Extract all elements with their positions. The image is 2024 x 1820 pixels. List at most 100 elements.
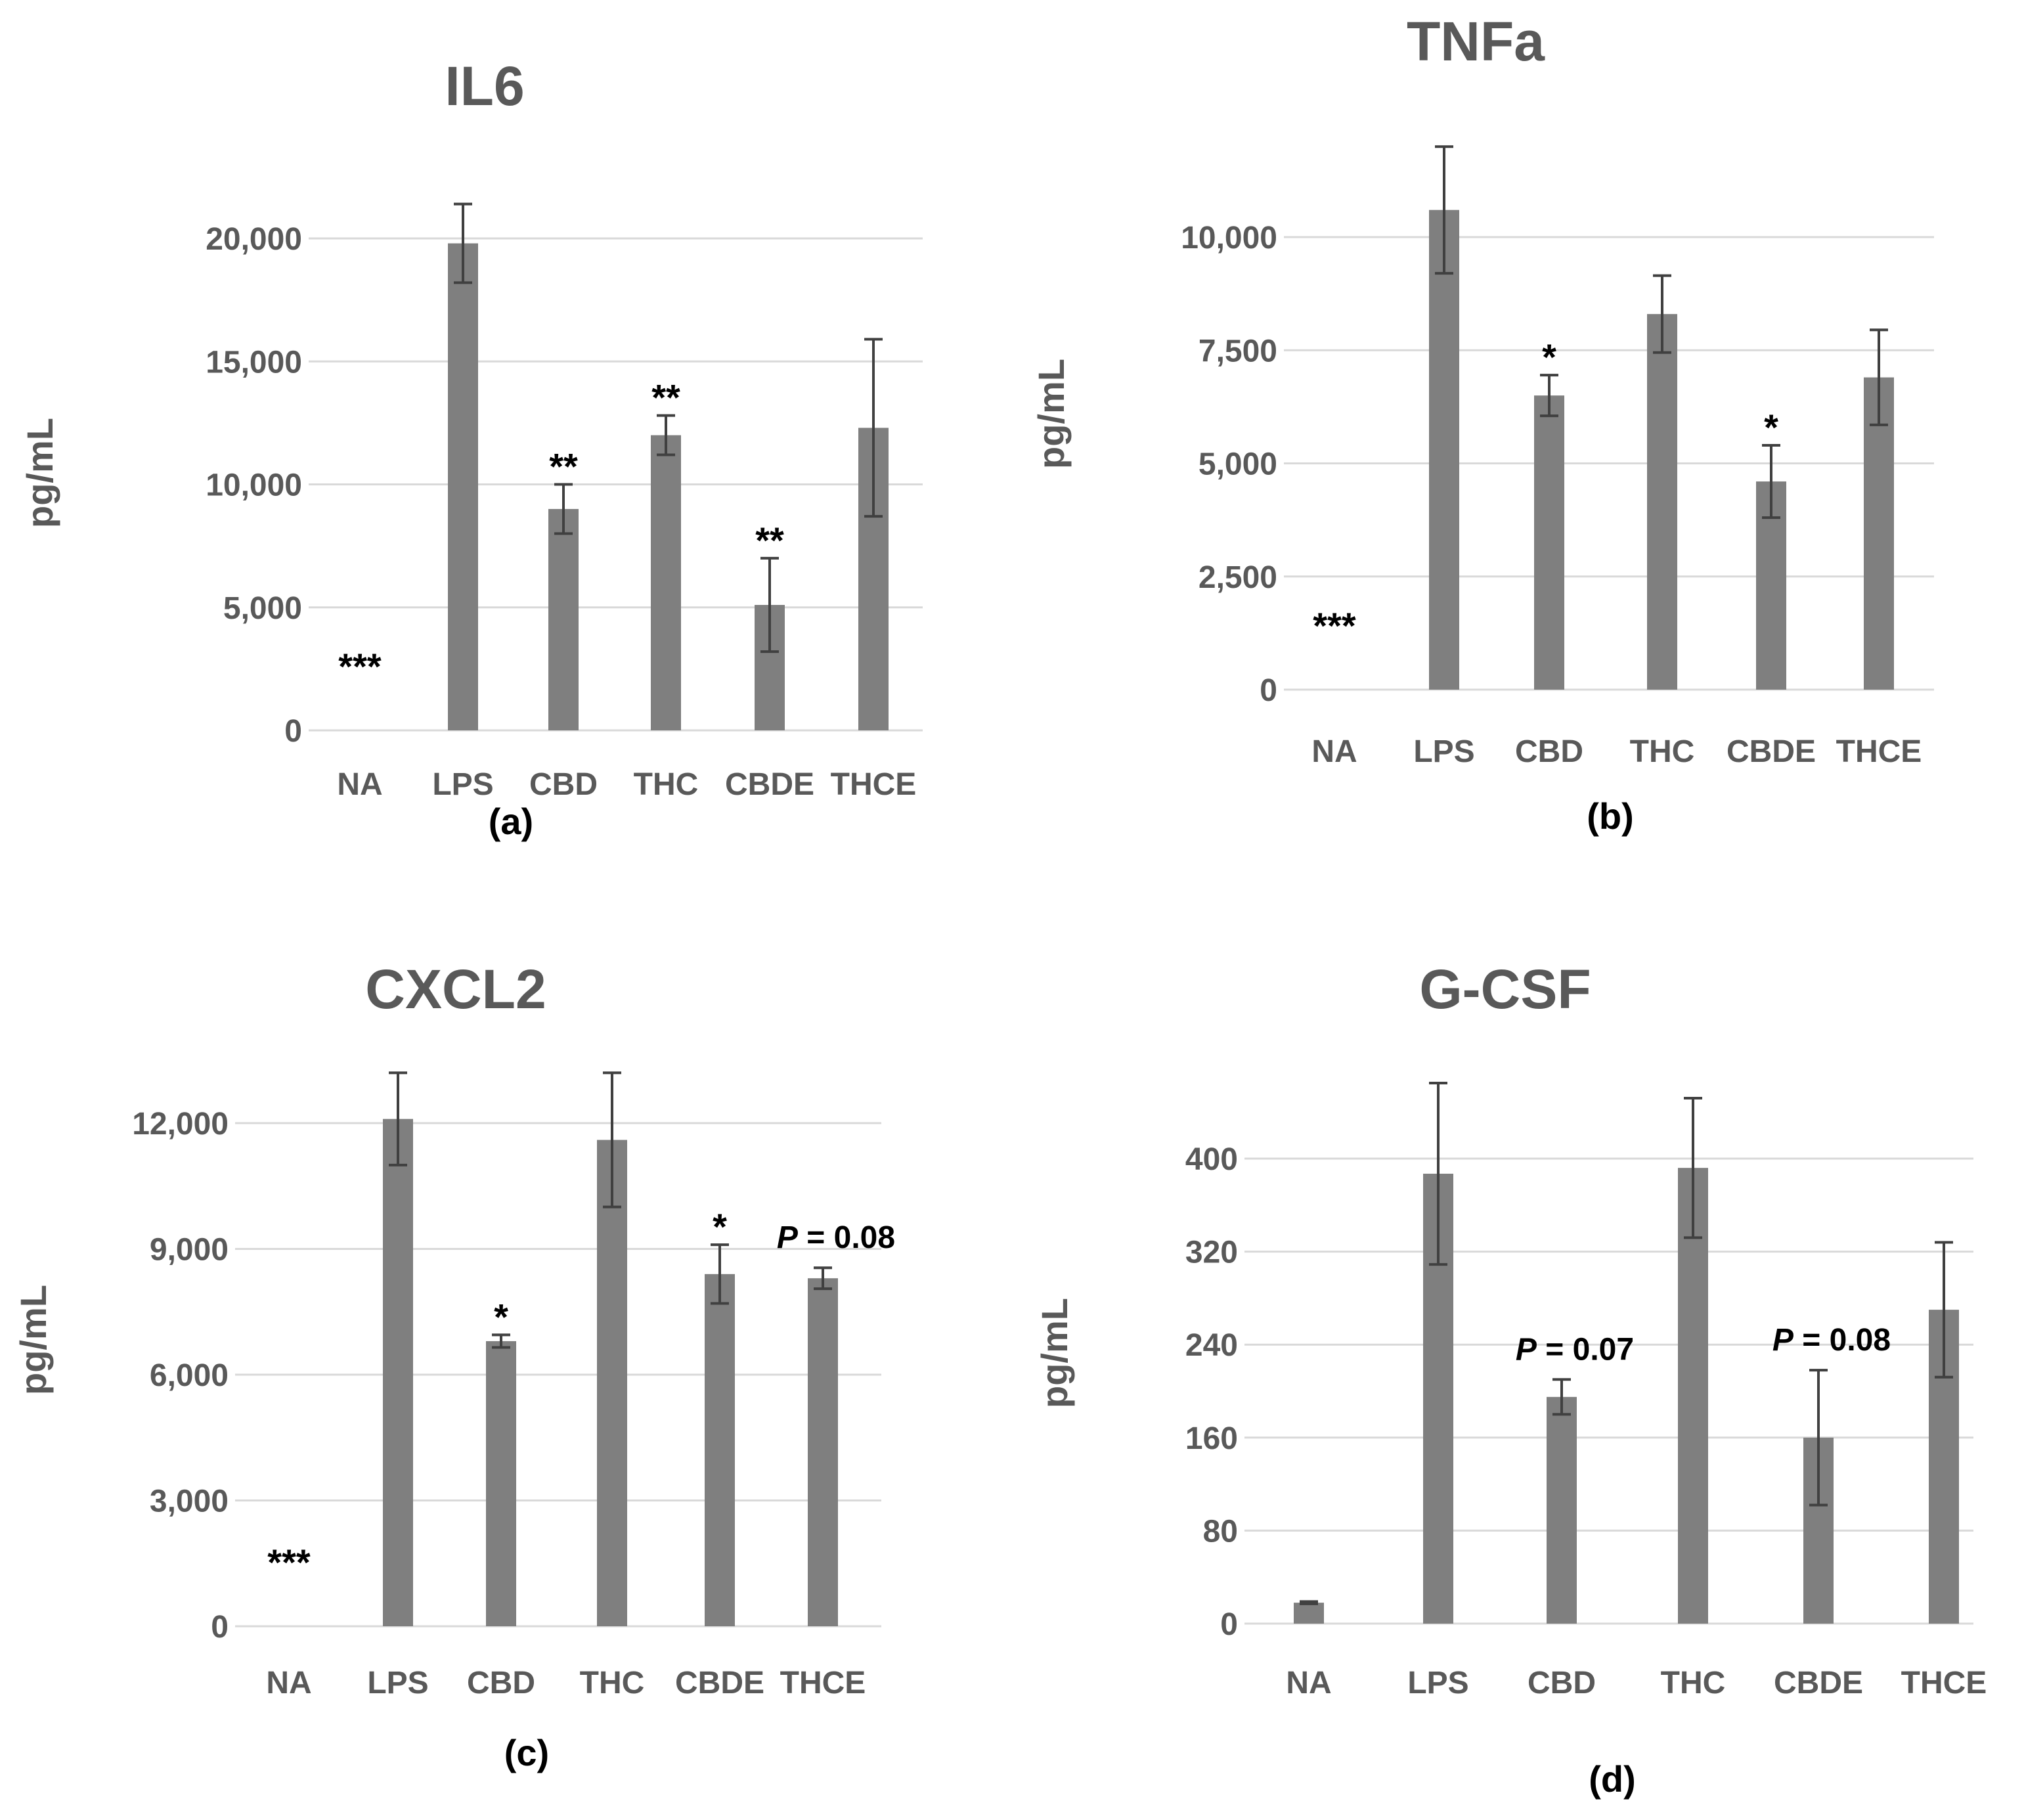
y-tick-label: 20,000 (206, 222, 302, 257)
bar-thc (1678, 1168, 1708, 1624)
panel-label: (c) (504, 1732, 549, 1773)
error-bar-thce (864, 338, 883, 518)
bar-lps (383, 1119, 413, 1626)
y-axis-label: pg/mL (19, 418, 60, 528)
chart-panel-1: IL6 pg/mL 0 5,000 10,000 15,000 20,000 NA *** LPS… (19, 55, 923, 842)
x-tick-label: LPS (367, 1666, 428, 1700)
error-bar-cbd (1552, 1378, 1571, 1416)
error-bar-cbd (1540, 374, 1558, 418)
bar-thce (1864, 377, 1894, 690)
significance-label: * (494, 1296, 508, 1337)
bar-cbd (1534, 395, 1564, 690)
x-tick-label: THCE (780, 1666, 866, 1700)
x-tick-label: CBD (1515, 734, 1583, 769)
significance-label: *** (267, 1542, 311, 1583)
panel-label: (d) (1589, 1758, 1636, 1800)
chart-panel-3: CXCL2 pg/mL 0 3,000 6,000 9,000 12,000 NA *** LPS… (12, 958, 895, 1773)
bar-cbd (1547, 1396, 1577, 1624)
y-tick-label: 15,000 (206, 345, 302, 380)
error-bar-cbde (1809, 1369, 1828, 1507)
x-tick-label: THC (580, 1666, 645, 1700)
x-tick-label: NA (1286, 1666, 1331, 1700)
x-tick-label: CBD (467, 1666, 535, 1700)
x-tick-label: NA (266, 1666, 311, 1700)
chart-panel-4: G-CSF pg/mL 0 80 160 240 320 400 NA LPS CBD P = 0.0… (1034, 958, 1987, 1800)
error-bar-na (1300, 1600, 1318, 1605)
error-bar-thce (1935, 1241, 1953, 1379)
panel-label: (a) (489, 801, 533, 842)
y-tick-label: 240 (1185, 1328, 1238, 1363)
y-tick-label: 5,000 (1199, 447, 1277, 482)
y-tick-label: 80 (1203, 1514, 1238, 1549)
significance-label: *** (338, 646, 382, 687)
y-tick-label: 3,000 (150, 1484, 229, 1519)
x-tick-label: CBD (529, 767, 598, 802)
error-bar-cbde (1762, 443, 1780, 520)
error-bar-thc (1653, 274, 1671, 354)
y-tick-label: 7,500 (1199, 334, 1277, 368)
y-tick-label: 9,000 (150, 1233, 229, 1268)
x-tick-label: CBD (1528, 1666, 1596, 1700)
x-tick-label: THC (1630, 734, 1695, 769)
y-axis-label: pg/mL (1034, 1298, 1075, 1408)
bar-lps (448, 243, 478, 730)
bar-cbd (486, 1341, 516, 1626)
error-bar-lps (1435, 145, 1453, 275)
significance-label: ** (549, 446, 578, 487)
chart-title: CXCL2 (365, 958, 546, 1020)
error-bar-cbde (711, 1243, 729, 1305)
y-axis-label: pg/mL (1030, 359, 1072, 469)
error-bar-thce (1870, 328, 1888, 426)
significance-label: ** (651, 377, 680, 418)
y-tick-label: 160 (1185, 1421, 1238, 1456)
y-tick-label: 400 (1185, 1142, 1238, 1177)
bar-thc (651, 435, 681, 730)
significance-label: P = 0.08 (1772, 1323, 1891, 1358)
error-bar-cbd (492, 1333, 510, 1349)
y-tick-label: 0 (1220, 1607, 1238, 1642)
bar-thce (808, 1278, 838, 1626)
y-tick-label: 10,000 (206, 468, 302, 503)
x-tick-label: THC (1661, 1666, 1726, 1700)
y-tick-label: 6,000 (150, 1358, 229, 1393)
x-tick-label: LPS (432, 767, 493, 802)
error-bar-cbd (554, 483, 573, 535)
error-bar-lps (389, 1071, 407, 1166)
significance-label: *** (1313, 605, 1356, 646)
bar-thc (597, 1140, 627, 1626)
bar-na (1294, 1603, 1324, 1624)
bar-cbde (705, 1274, 735, 1626)
x-tick-label: THCE (1901, 1666, 1987, 1700)
bar-cbd (548, 508, 579, 730)
x-tick-label: THCE (1836, 734, 1922, 769)
y-tick-label: 5,000 (223, 591, 302, 626)
bar-lps (1429, 210, 1459, 690)
error-bar-thc (657, 414, 675, 456)
y-tick-label: 0 (1260, 673, 1277, 708)
significance-label: P = 0.08 (777, 1220, 895, 1255)
significance-label: * (1542, 336, 1556, 378)
y-tick-label: 12,000 (132, 1107, 229, 1142)
error-bar-thc (603, 1071, 621, 1209)
error-bar-thce (814, 1266, 832, 1291)
significance-label: ** (755, 520, 784, 561)
significance-label: P = 0.07 (1516, 1332, 1634, 1367)
bar-thc (1647, 314, 1677, 690)
error-bar-cbde (760, 556, 779, 654)
y-tick-label: 320 (1185, 1235, 1238, 1270)
x-tick-label: THCE (831, 767, 917, 802)
x-tick-label: LPS (1407, 1666, 1468, 1700)
chart-title: IL6 (445, 55, 524, 117)
x-tick-label: NA (1311, 734, 1357, 769)
x-tick-label: CBDE (1727, 734, 1816, 769)
x-tick-label: LPS (1413, 734, 1474, 769)
x-tick-label: NA (337, 767, 382, 802)
x-tick-label: CBDE (675, 1666, 764, 1700)
y-tick-label: 10,000 (1181, 221, 1277, 255)
error-bar-lps (1429, 1081, 1447, 1266)
panel-label: (b) (1587, 795, 1634, 837)
chart-panel-2: TNFa pg/mL 0 2,500 5,000 7,500 10,000 NA *** LPS C… (1030, 11, 1934, 837)
error-bar-lps (454, 202, 472, 284)
y-tick-label: 0 (211, 1610, 229, 1645)
